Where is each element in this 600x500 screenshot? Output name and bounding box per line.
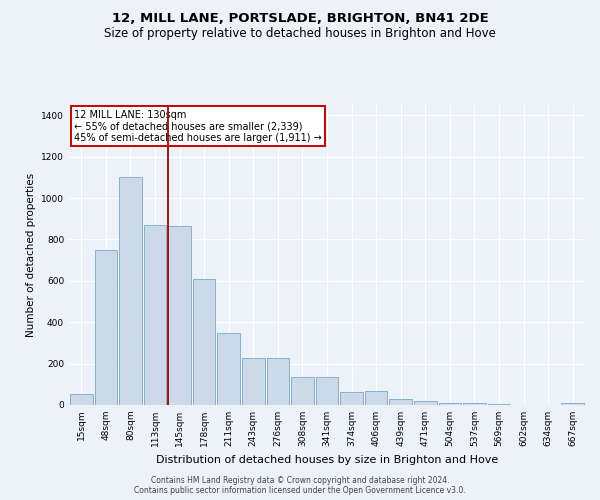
Bar: [168, 226, 191, 405]
Bar: [463, 404, 486, 405]
Bar: [488, 404, 511, 405]
Y-axis label: Number of detached properties: Number of detached properties: [26, 173, 35, 337]
Text: Size of property relative to detached houses in Brighton and Hove: Size of property relative to detached ho…: [104, 28, 496, 40]
Text: 12, MILL LANE, PORTSLADE, BRIGHTON, BN41 2DE: 12, MILL LANE, PORTSLADE, BRIGHTON, BN41…: [112, 12, 488, 26]
Bar: [291, 377, 314, 405]
Bar: [70, 394, 92, 405]
Text: Contains HM Land Registry data © Crown copyright and database right 2024.
Contai: Contains HM Land Registry data © Crown c…: [134, 476, 466, 495]
Bar: [193, 279, 215, 405]
Bar: [562, 403, 584, 405]
Bar: [119, 178, 142, 405]
Bar: [439, 402, 461, 405]
Bar: [340, 392, 363, 405]
Bar: [217, 332, 240, 405]
Bar: [266, 358, 289, 405]
Bar: [316, 377, 338, 405]
Bar: [365, 390, 388, 405]
Text: 12 MILL LANE: 130sqm
← 55% of detached houses are smaller (2,339)
45% of semi-de: 12 MILL LANE: 130sqm ← 55% of detached h…: [74, 110, 322, 142]
Bar: [414, 401, 437, 405]
Bar: [143, 225, 166, 405]
Bar: [389, 399, 412, 405]
X-axis label: Distribution of detached houses by size in Brighton and Hove: Distribution of detached houses by size …: [156, 454, 498, 464]
Bar: [95, 250, 117, 405]
Bar: [242, 358, 265, 405]
